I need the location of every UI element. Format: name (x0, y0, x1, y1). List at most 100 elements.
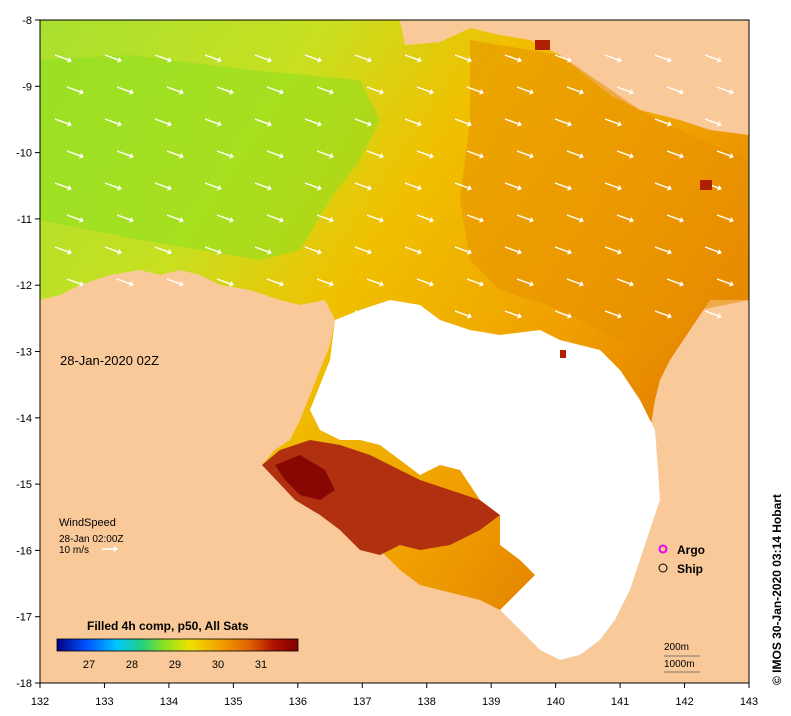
axes-ticks: 132 133 134 135 136 137 138 139 140 141 142 143 -8 -9… (16, 15, 758, 708)
lat-tick-label: -18 (16, 678, 32, 690)
wind-arrow-icon (54, 118, 72, 127)
wind-arrow-icon (66, 278, 84, 287)
wind-arrow-icon (404, 310, 422, 319)
wind-arrow-icon (116, 150, 134, 159)
wind-arrow-icon (166, 86, 184, 95)
wind-arrow-icon (566, 214, 584, 223)
coastal-warm-patches (535, 40, 712, 358)
wind-arrow-icon (404, 182, 422, 191)
lon-tick-label: 142 (675, 696, 693, 708)
wind-arrow-icon (616, 86, 634, 95)
credit-text: © IMOS 30-Jan-2020 03:14 Hobart (770, 494, 784, 685)
wind-arrow-icon (716, 278, 734, 287)
wind-arrow-icon (516, 214, 534, 223)
ship-label: Ship (677, 562, 703, 576)
wind-arrow-icon (304, 182, 322, 191)
wind-arrow-icon (654, 118, 672, 127)
wind-arrow-icon (554, 118, 572, 127)
wind-arrow-icon (704, 54, 722, 63)
wind-arrow-icon (366, 214, 384, 223)
wind-legend: WindSpeed 28-Jan 02:00Z 10 m/s (59, 517, 124, 556)
wind-arrow-icon (66, 150, 84, 159)
wind-arrow-icon (466, 278, 484, 287)
wind-arrow-icon (216, 86, 234, 95)
wind-arrow-icon (566, 86, 584, 95)
distance-scale-label: 1000m (664, 659, 695, 670)
colorbar-tick: 30 (212, 659, 224, 671)
wind-arrow-icon (566, 278, 584, 287)
wind-arrow-icon (316, 150, 334, 159)
wind-arrow-icon (254, 246, 272, 255)
wind-arrow-icon (604, 182, 622, 191)
lon-tick-label: 141 (611, 696, 629, 708)
warm-band-east (460, 40, 749, 350)
lon-tick-label: 143 (740, 696, 758, 708)
lat-tick-label: -8 (22, 15, 32, 27)
wind-arrow-icon (54, 182, 72, 191)
wind-arrow-icon (604, 310, 622, 319)
wind-arrow-icon (666, 214, 684, 223)
lon-tick-label: 139 (482, 696, 500, 708)
wind-arrow-icon (166, 150, 184, 159)
wind-arrows (54, 54, 734, 319)
wind-arrow-icon (604, 54, 622, 63)
wind-arrow-icon (654, 246, 672, 255)
wind-arrow-icon (466, 150, 484, 159)
argo-label: Argo (677, 543, 705, 557)
colorbar-gradient (56, 638, 299, 652)
wind-arrow-icon (416, 214, 434, 223)
wind-arrow-icon (154, 246, 172, 255)
wind-arrow-icon (454, 310, 472, 319)
wind-arrow-icon (254, 182, 272, 191)
wind-arrow-icon (716, 214, 734, 223)
wind-arrow-icon (604, 118, 622, 127)
wind-arrow-icon (354, 182, 372, 191)
lat-tick-label: -14 (16, 413, 32, 425)
wind-arrow-icon (316, 86, 334, 95)
wind-arrow-icon (266, 278, 284, 287)
wind-legend-scale: 10 m/s (59, 545, 89, 556)
wind-arrow-icon (66, 86, 84, 95)
lat-tick-label: -11 (17, 214, 32, 226)
lon-tick-label: 135 (224, 696, 242, 708)
wind-arrow-icon (116, 86, 134, 95)
wind-arrow-icon (216, 278, 234, 287)
wind-arrow-icon (504, 310, 522, 319)
wind-arrow-icon (654, 54, 672, 63)
wind-arrow-icon (154, 118, 172, 127)
wind-arrow-icon (554, 246, 572, 255)
wind-arrow-icon (616, 150, 634, 159)
wind-arrow-icon (266, 86, 284, 95)
colorbar-title: Filled 4h comp, p50, All Sats (87, 619, 249, 633)
cool-sst-west (40, 55, 380, 260)
lat-tick-label: -13 (16, 347, 32, 359)
wind-arrow-icon (504, 182, 522, 191)
wind-scale-arrow-icon (102, 546, 118, 552)
wind-arrow-icon (604, 246, 622, 255)
wind-arrow-icon (554, 182, 572, 191)
wind-arrow-icon (454, 118, 472, 127)
lon-tick-label: 138 (418, 696, 436, 708)
wind-arrow-icon (304, 118, 322, 127)
wind-arrow-icon (454, 182, 472, 191)
lat-tick-label: -16 (16, 545, 32, 557)
wind-arrow-icon (216, 214, 234, 223)
wind-arrow-icon (116, 278, 134, 287)
hottest-sst-region (275, 455, 335, 500)
wind-arrow-icon (616, 214, 634, 223)
wind-arrow-icon (666, 150, 684, 159)
wind-arrow-icon (66, 214, 84, 223)
colorbar-tick: 29 (169, 659, 181, 671)
wind-arrow-icon (704, 246, 722, 255)
wind-arrow-icon (204, 182, 222, 191)
lon-tick-label: 140 (546, 696, 564, 708)
wind-arrow-icon (504, 246, 522, 255)
wind-arrow-icon (204, 118, 222, 127)
wind-arrow-icon (466, 214, 484, 223)
wind-arrow-icon (404, 54, 422, 63)
cloud-mask (310, 300, 660, 660)
timestamp: 28-Jan-2020 02Z (60, 353, 159, 368)
lat-tick-label: -10 (16, 148, 32, 160)
wind-arrow-icon (154, 182, 172, 191)
lat-tick-label: -12 (16, 280, 32, 292)
